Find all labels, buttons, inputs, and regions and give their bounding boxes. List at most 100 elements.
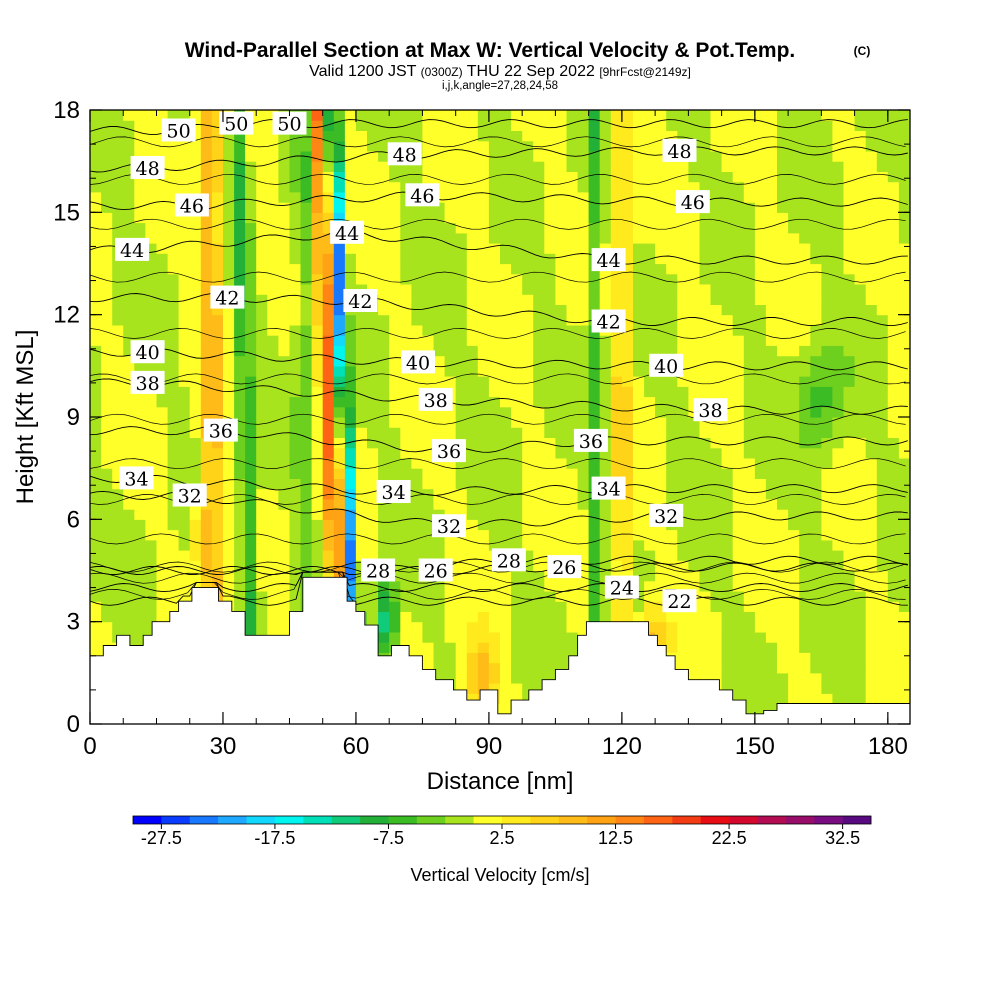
velocity-cell [765,324,778,336]
velocity-cell [378,181,390,193]
velocity-cell [234,161,246,172]
velocity-cell [145,447,158,459]
velocity-cell [466,161,479,172]
velocity-cell [854,693,867,705]
velocity-cell [488,417,501,428]
x-tick-label: 180 [868,733,908,760]
velocity-cell [854,427,867,438]
velocity-cell [511,130,523,142]
velocity-cell [289,294,302,305]
velocity-cell [544,314,556,326]
velocity-cell [666,427,678,438]
velocity-cell [821,376,834,387]
velocity-cell [289,376,302,387]
velocity-cell [344,243,357,254]
velocity-cell [311,284,324,295]
velocity-cell [466,335,479,346]
velocity-cell [644,406,656,418]
velocity-cell [821,161,834,172]
velocity-cell [477,386,490,398]
velocity-cell [777,693,789,705]
velocity-cell [488,519,501,531]
velocity-cell [655,550,667,561]
velocity-cell [433,232,446,244]
velocity-cell [754,672,767,684]
velocity-cell [167,355,180,367]
velocity-cell [333,447,346,459]
velocity-cell [378,345,390,357]
velocity-cell [777,161,789,172]
velocity-cell [367,509,379,520]
velocity-cell [710,447,723,459]
velocity-cell [810,273,822,285]
velocity-cell [799,683,811,694]
velocity-cell [422,130,435,142]
velocity-cell [577,181,590,193]
velocity-cell [832,396,845,408]
velocity-cell [799,355,811,367]
velocity-cell [710,529,723,541]
velocity-cell [710,212,723,224]
velocity-cell [843,273,856,285]
velocity-cell [433,642,446,653]
velocity-cell [400,529,412,541]
velocity-cell [854,560,867,572]
velocity-cell [455,662,468,674]
velocity-cell [666,335,678,346]
velocity-cell [788,427,800,438]
velocity-cell [688,560,701,572]
velocity-cell [411,611,424,623]
velocity-cell [367,171,379,183]
velocity-cell [245,181,257,193]
velocity-cell [588,396,601,408]
velocity-cell [433,631,446,643]
velocity-cell [810,631,822,643]
velocity-cell [754,150,767,162]
colorbar-swatch [360,816,389,824]
velocity-cell [799,478,811,490]
velocity-cell [256,601,268,612]
velocity-cell [898,243,910,254]
velocity-cell [278,365,291,377]
velocity-cell [843,662,856,674]
velocity-cell [134,314,146,326]
velocity-cell [466,529,479,541]
velocity-cell [887,130,900,142]
velocity-cell [278,181,291,193]
velocity-cell [466,611,479,623]
velocity-cell [810,294,822,305]
velocity-cell [688,171,701,183]
velocity-cell [289,191,302,203]
velocity-cell [610,355,623,367]
velocity-cell [843,631,856,643]
velocity-cell [533,191,545,203]
velocity-cell [112,222,124,234]
velocity-cell [134,611,146,623]
velocity-cell [666,232,678,244]
contour-label-box [219,111,254,135]
velocity-cell [743,570,756,582]
velocity-cell [267,519,279,531]
velocity-cell [400,304,412,316]
contour-label: 38 [418,387,453,412]
velocity-cell [101,386,113,398]
velocity-cell [732,365,745,377]
velocity-cell [810,140,822,152]
contour-label: 28 [361,558,396,583]
velocity-cell [699,232,712,244]
velocity-cell [522,202,534,213]
velocity-cell [101,222,113,234]
velocity-cell [876,662,889,674]
velocity-cell [378,110,390,121]
velocity-cell [732,539,745,551]
colorbar-swatch [133,816,162,824]
velocity-cell [466,396,479,408]
velocity-cell [743,150,756,162]
velocity-cell [633,539,645,551]
velocity-cell [145,273,158,285]
velocity-cell [389,294,401,305]
velocity-cell [621,253,634,265]
velocity-cell [433,457,446,469]
velocity-cell [278,243,291,254]
velocity-cell [732,488,745,500]
